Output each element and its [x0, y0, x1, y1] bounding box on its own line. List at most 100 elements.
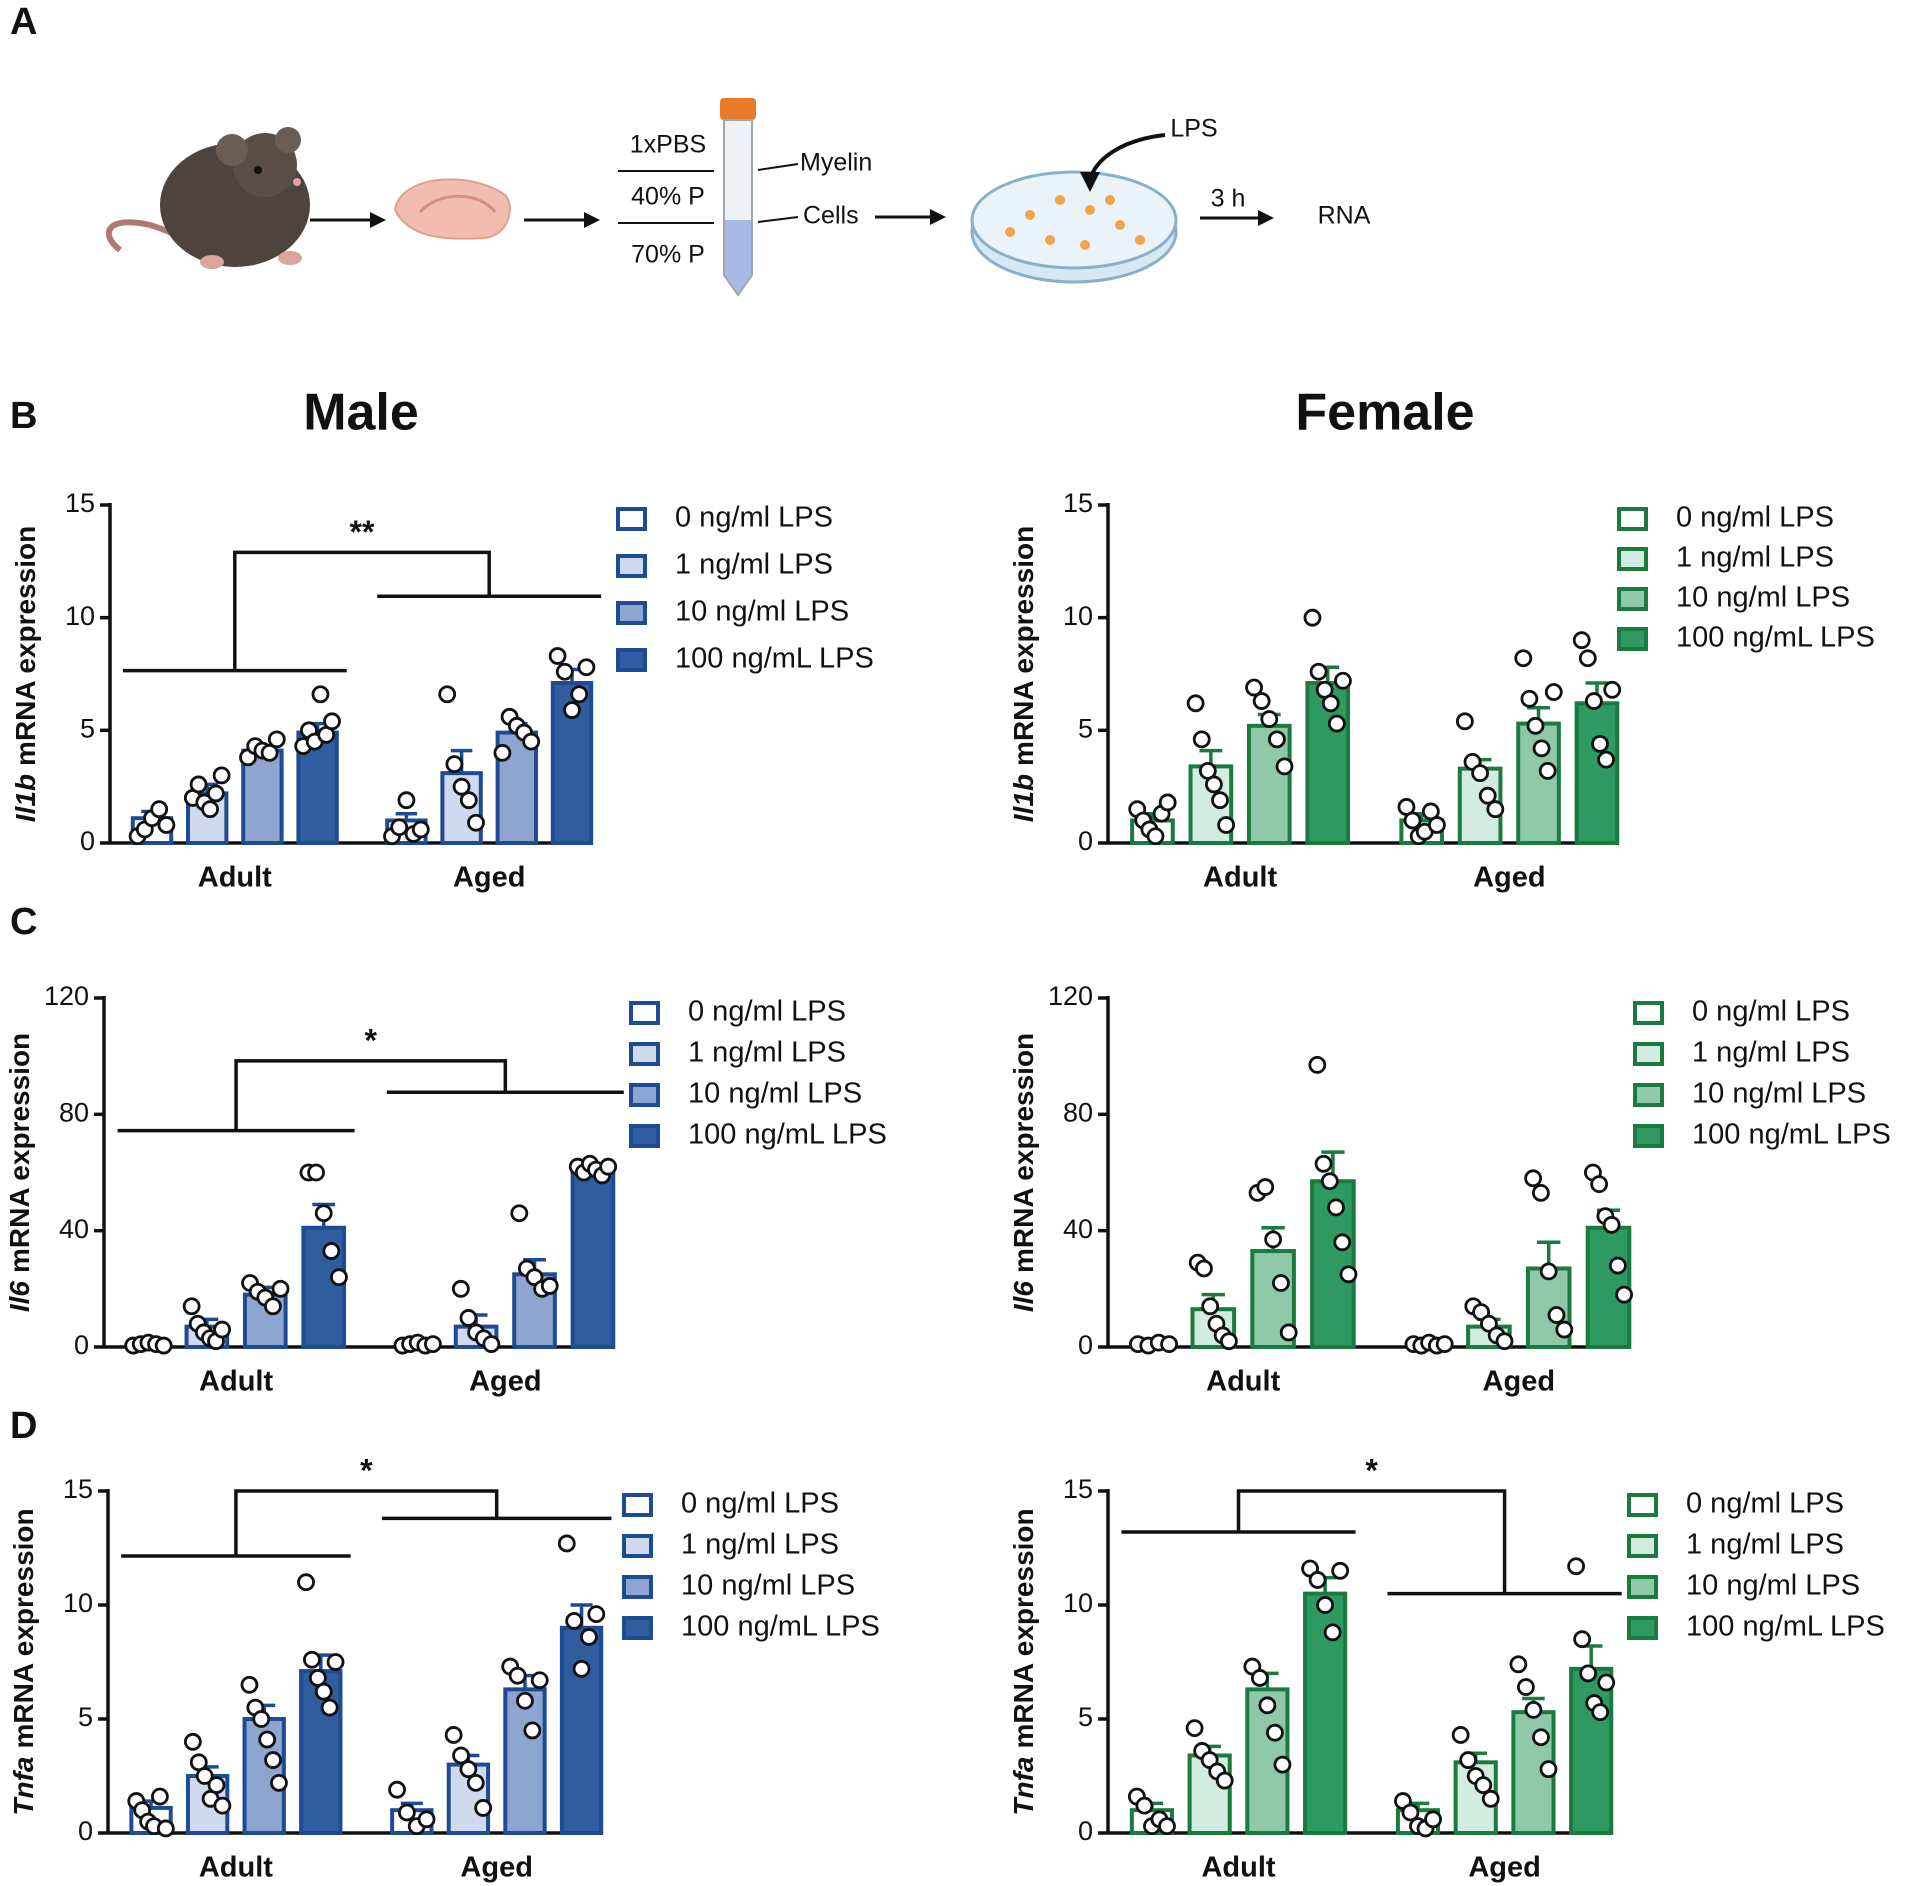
- data-point: [151, 1787, 169, 1806]
- y-axis-label: Il1b mRNA expression: [1008, 526, 1039, 822]
- legend-swatch: [1633, 1001, 1664, 1025]
- bar: [503, 1687, 547, 1835]
- data-point: [330, 1268, 348, 1287]
- data-point: [1585, 692, 1603, 710]
- y-tick-label: 15: [65, 488, 95, 518]
- data-point: [1272, 1274, 1290, 1292]
- data-point: [555, 662, 574, 681]
- data-point: [577, 658, 596, 677]
- legend-swatch: [1633, 1124, 1664, 1148]
- data-point: [1320, 1172, 1339, 1191]
- y-tick-label: 40: [1063, 1214, 1093, 1244]
- legend-label: 100 ng/mL LPS: [688, 1119, 887, 1151]
- data-point: [1201, 1297, 1220, 1316]
- x-tick-label: Aged: [469, 1366, 542, 1398]
- data-point: [1591, 734, 1609, 753]
- data-point: [1567, 1557, 1586, 1576]
- data-point: [523, 1721, 542, 1740]
- data-point: [1608, 1256, 1627, 1275]
- data-point: [314, 1682, 333, 1701]
- data-point: [264, 1751, 282, 1769]
- legend-swatch: [1617, 627, 1648, 651]
- data-point: [1275, 757, 1294, 776]
- data-point: [195, 1767, 214, 1785]
- data-point: [213, 1796, 232, 1815]
- y-axis-label: Il1b mRNA expression: [10, 526, 41, 822]
- data-point: [1308, 1571, 1327, 1589]
- significance-label: *: [1365, 1452, 1378, 1488]
- column-title: Female: [1295, 384, 1474, 442]
- data-point: [1474, 1776, 1493, 1795]
- legend-label: 1 ng/ml LPS: [1676, 542, 1834, 574]
- fraction-label: Myelin: [800, 149, 872, 177]
- data-point: [570, 685, 589, 704]
- data-point: [459, 1760, 478, 1779]
- data-point: [397, 1803, 416, 1822]
- data-point: [1428, 816, 1446, 834]
- x-tick-label: Aged: [460, 1852, 533, 1884]
- y-tick-label: 5: [1078, 1702, 1093, 1732]
- panel-label: C: [10, 901, 37, 943]
- data-point: [482, 1335, 501, 1353]
- workflow-diagram: 1xPBS 40% P 70% P Myelin Cells LPS 3 h: [105, 98, 1371, 297]
- data-point: [1258, 1696, 1277, 1715]
- data-point: [1590, 1175, 1609, 1194]
- data-point: [1333, 1233, 1352, 1252]
- data-point: [1339, 1265, 1358, 1284]
- data-point: [1486, 800, 1505, 819]
- data-point: [1158, 793, 1177, 812]
- data-point: [1160, 1335, 1178, 1353]
- data-point: [1539, 1760, 1558, 1779]
- legend-swatch: [616, 507, 647, 531]
- data-point: [1158, 1817, 1176, 1836]
- panel-label: B: [10, 395, 37, 437]
- significance-bracket: [122, 550, 602, 673]
- data-point: [1260, 710, 1279, 728]
- data-point: [580, 1628, 598, 1646]
- legend-swatch: [616, 601, 647, 625]
- legend-swatch: [1627, 1575, 1658, 1599]
- data-point: [182, 1297, 201, 1316]
- legend-swatch: [622, 1575, 653, 1599]
- data-point: [1591, 1703, 1610, 1722]
- mouse-icon: [105, 127, 310, 269]
- data-point: [1314, 1154, 1333, 1173]
- data-point: [459, 791, 478, 810]
- legend-label: 0 ng/ml LPS: [688, 996, 846, 1028]
- legend-label: 100 ng/mL LPS: [1692, 1119, 1891, 1151]
- data-point: [397, 791, 416, 810]
- y-tick-label: 120: [1048, 981, 1093, 1011]
- legend-swatch: [1627, 1493, 1658, 1517]
- data-point: [1264, 1230, 1282, 1249]
- data-point: [1215, 1771, 1234, 1790]
- y-tick-label: 0: [80, 826, 95, 856]
- data-point: [1455, 712, 1474, 731]
- y-tick-label: 80: [59, 1097, 89, 1127]
- legend-swatch: [1633, 1083, 1664, 1107]
- data-point: [1327, 714, 1346, 733]
- data-point: [1279, 1323, 1298, 1342]
- legend-swatch: [1627, 1534, 1658, 1558]
- bar: [570, 1167, 616, 1350]
- y-tick-label: 0: [1078, 826, 1093, 856]
- legend-label: 0 ng/ml LPS: [1692, 996, 1850, 1028]
- data-point: [510, 1204, 529, 1223]
- data-point: [297, 1573, 315, 1592]
- data-point: [1252, 692, 1271, 710]
- data-point: [1602, 1215, 1621, 1234]
- legend-label: 10 ng/ml LPS: [681, 1570, 855, 1602]
- y-axis-label: Tnfa mRNA expression: [1008, 1508, 1039, 1815]
- legend-label: 10 ng/ml LPS: [675, 596, 849, 628]
- legend-label: 10 ng/ml LPS: [1686, 1570, 1860, 1602]
- data-point: [322, 1242, 341, 1260]
- y-axis-label-text: mRNA expression: [1008, 526, 1039, 766]
- data-point: [258, 1730, 277, 1749]
- x-tick-label: Aged: [1483, 1366, 1556, 1398]
- bar: [559, 1625, 604, 1836]
- data-point: [1520, 689, 1539, 708]
- y-axis-label-gene: Il6: [4, 1281, 35, 1313]
- legend-swatch: [622, 1616, 653, 1640]
- data-point: [189, 775, 208, 794]
- y-axis-label: Tnfa mRNA expression: [8, 1508, 39, 1815]
